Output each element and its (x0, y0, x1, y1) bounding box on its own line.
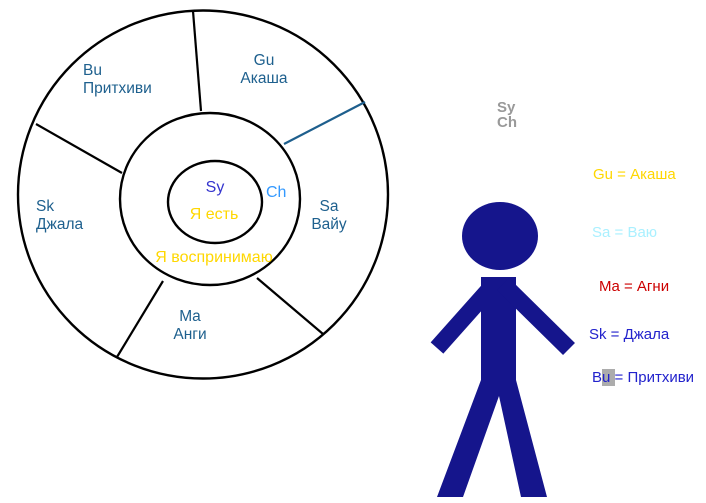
sector-code: Sa (319, 198, 339, 215)
sector-label-bu: Bu Притхиви (83, 62, 152, 97)
sector-code: Ma (179, 308, 201, 325)
figure-right-arm (497, 277, 575, 356)
legend-bu-selected-text: u (602, 369, 615, 386)
legend-item-sk: Sk = Джала (589, 326, 670, 343)
middle-ring-code: Ch (266, 184, 287, 201)
stick-figure (430, 202, 575, 497)
inner-circle-statement: Я есть (189, 206, 239, 223)
legend-bu-rest: = Притхиви (614, 369, 695, 386)
legend-item-bu: Bu = Притхиви (592, 369, 695, 386)
sector-label-sa: Sa Вайу (279, 198, 379, 233)
divider-top (191, 10, 203, 112)
sector-name: Акаша (240, 69, 288, 87)
sector-label-gu: Gu Акаша (214, 52, 314, 87)
outer-circle (16, 9, 390, 380)
inner-circle (166, 159, 264, 245)
sector-name: Вайу (311, 215, 347, 233)
sector-name: Анги (173, 325, 207, 343)
figure-legs (437, 380, 547, 497)
inner-circle-code: Sy (205, 179, 225, 196)
figure-head (462, 202, 538, 270)
sector-code: Bu (83, 62, 102, 79)
sector-code: Sk (36, 198, 55, 215)
middle-ring-statement: Я воспринимаю (155, 249, 273, 266)
divider-lower-right (256, 277, 324, 335)
divider-lower-left (116, 280, 164, 358)
sector-label-ma: Ma Анги (140, 308, 240, 343)
sector-code: Gu (253, 52, 275, 69)
legend-item-sa: Sa = Ваю (592, 224, 658, 241)
legend-bu-prefix: B (592, 369, 603, 386)
figure-left-arm (430, 278, 501, 354)
middle-circle (118, 111, 302, 287)
legend-item-gu: Gu = Акаша (593, 166, 676, 183)
divider-upper-right-highlighted (283, 101, 366, 145)
figure-code-line1: Sy (497, 99, 516, 116)
figure-code-line2: Ch (497, 114, 517, 131)
figure-code-label: Sy Ch (497, 100, 517, 130)
sector-name: Притхиви (83, 79, 152, 97)
legend-item-ma: Ma = Агни (599, 278, 670, 295)
element-wheel (16, 9, 390, 380)
sector-label-sk: Sk Джала (36, 198, 83, 233)
sector-name: Джала (36, 215, 84, 233)
divider-upper-left (35, 123, 123, 174)
